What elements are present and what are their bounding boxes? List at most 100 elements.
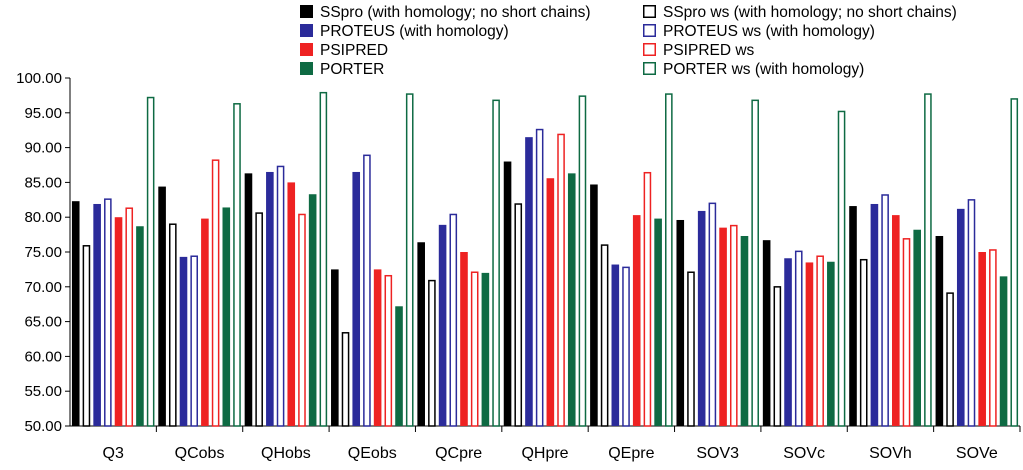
bar [449, 213, 458, 427]
y-tick-label: 85.00 [24, 174, 62, 191]
legend-label: SSpro (with homology; no short chains) [320, 4, 591, 21]
bar [924, 93, 932, 427]
legend-swatch [300, 62, 313, 75]
bar [190, 255, 198, 427]
bar [784, 258, 792, 426]
y-tick-label: 95.00 [24, 105, 62, 122]
bar [708, 202, 717, 427]
y-tick-label: 55.00 [24, 383, 62, 400]
bar [146, 96, 155, 427]
x-tick-label: SOVe [956, 445, 998, 462]
bar [913, 229, 922, 426]
bar [546, 178, 555, 426]
bar [902, 238, 911, 427]
legend-label: PROTEUS (with homology) [320, 23, 509, 40]
bar [405, 93, 414, 427]
bar [331, 269, 339, 426]
bar [222, 207, 231, 426]
bar [773, 286, 782, 427]
bar [794, 250, 803, 427]
legend-label: PORTER ws (with homology) [663, 61, 864, 78]
bar [244, 173, 253, 426]
bar [859, 258, 868, 427]
bar [697, 210, 706, 426]
x-tick-label: QCpre [435, 445, 482, 462]
bar [989, 249, 997, 427]
bar [341, 332, 350, 427]
legend: SSpro (with homology; no short chains) PR… [300, 4, 957, 78]
legend-label: PSIPRED ws [663, 42, 755, 59]
bar [125, 207, 134, 427]
bar [179, 256, 188, 426]
y-tick-label: 75.00 [24, 244, 62, 261]
bar [308, 194, 317, 426]
bar [438, 224, 447, 426]
bar [816, 255, 824, 427]
bar [384, 274, 393, 427]
legend-swatch [643, 5, 656, 18]
bar [654, 218, 662, 426]
bar [870, 203, 879, 426]
y-tick-label: 60.00 [24, 348, 62, 365]
bar [255, 212, 263, 427]
bar [805, 262, 814, 426]
bars [71, 91, 1019, 427]
bar [956, 208, 965, 426]
bar [201, 218, 209, 426]
bar [557, 133, 565, 427]
bar [428, 279, 436, 427]
bar [395, 306, 403, 426]
bar [676, 219, 685, 426]
bar [525, 137, 533, 426]
bar [849, 206, 857, 426]
bar [158, 186, 166, 426]
bar [729, 224, 738, 427]
bar [168, 223, 177, 427]
y-tick-label: 70.00 [24, 279, 62, 296]
legend-swatch [643, 43, 656, 56]
x-tick-label: QCobs [175, 445, 225, 462]
bar [492, 99, 500, 427]
bar [535, 128, 544, 427]
bar [71, 201, 80, 426]
bar [417, 242, 425, 426]
bar [999, 276, 1008, 426]
bar [881, 194, 889, 427]
legend-swatch [643, 24, 656, 37]
x-tick-label: SOVh [869, 445, 912, 462]
y-tick-label: 50.00 [24, 418, 62, 435]
bar [503, 161, 512, 426]
legend-swatch [643, 62, 656, 75]
bar [114, 217, 123, 426]
bar [665, 93, 673, 427]
bar [611, 264, 620, 426]
legend-label: SSpro ws (with homology; no short chains… [663, 4, 957, 21]
x-tick-label: QHpre [521, 445, 568, 462]
y-tick-label: 65.00 [24, 314, 62, 331]
x-tick-label: QHobs [261, 445, 311, 462]
legend-swatch [300, 43, 313, 56]
bar [298, 213, 306, 427]
legend-label: PSIPRED [320, 42, 388, 59]
bar [590, 184, 598, 426]
bar [82, 245, 91, 427]
bar [93, 203, 101, 426]
bar [762, 240, 771, 426]
bar [211, 159, 220, 427]
bar [892, 215, 900, 426]
bar [740, 235, 749, 426]
legend-label: PROTEUS ws (with homology) [663, 23, 875, 40]
bar [935, 235, 944, 426]
bar [276, 165, 285, 427]
bar [946, 292, 954, 427]
bar [136, 226, 144, 426]
bar [104, 198, 112, 427]
bar [352, 171, 361, 426]
bar [481, 272, 490, 426]
bar [319, 91, 328, 427]
x-tick-label: Q3 [103, 445, 124, 462]
bar [363, 154, 371, 427]
y-tick-label: 100.00 [16, 70, 62, 87]
